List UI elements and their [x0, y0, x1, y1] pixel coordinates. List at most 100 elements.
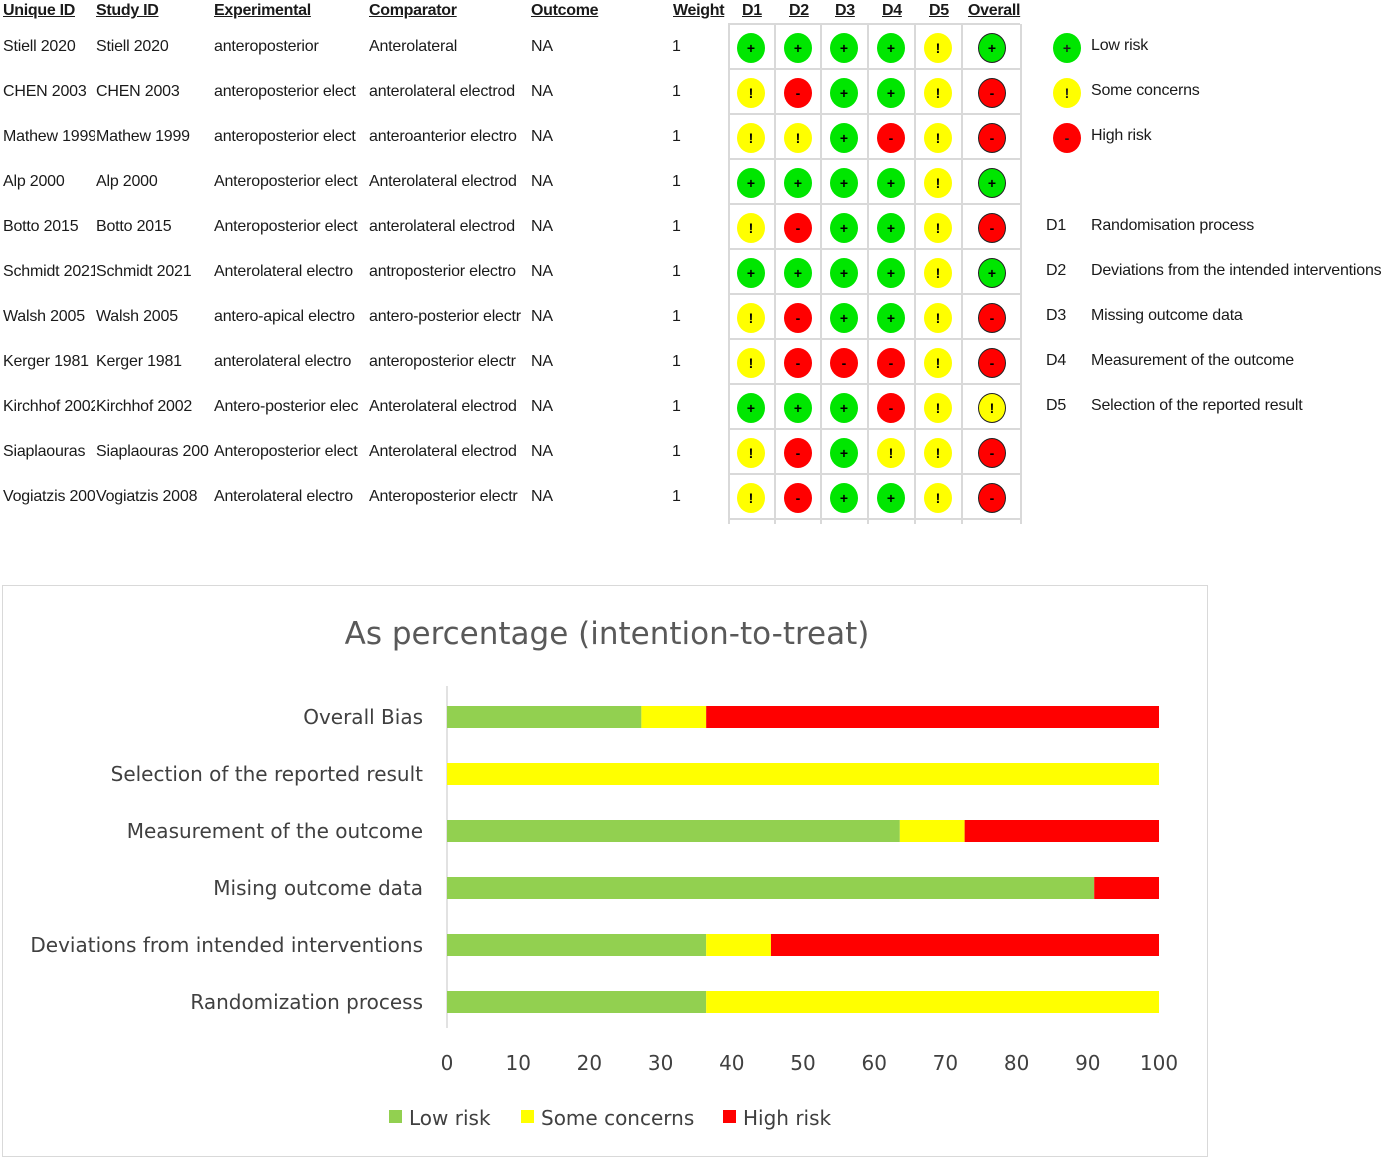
cell-unique-id: Alp 2000	[3, 173, 65, 190]
legend-domain-label: Measurement of the outcome	[1091, 352, 1294, 369]
risk-legend: + Low risk! Some concerns - High risk D1 Rando…	[1040, 0, 1400, 430]
legend-domain-label: Missing outcome data	[1091, 307, 1243, 324]
cell-comparator: Anterolateral electrod	[369, 443, 517, 460]
header-d2: D2	[789, 2, 809, 19]
cell-unique-id: Schmidt 2021	[3, 263, 95, 280]
cell-weight: 1	[672, 443, 681, 460]
cell-comparator: anterolateral electrod	[369, 83, 515, 100]
overall-high-icon: -	[978, 303, 1006, 333]
grid-vline	[867, 24, 869, 524]
cell-weight: 1	[672, 173, 681, 190]
d2-low-icon: +	[784, 258, 812, 288]
d1-low-icon: +	[737, 33, 765, 63]
legend-series-label: Low risk	[409, 1106, 491, 1130]
overall-high-icon: -	[978, 123, 1006, 153]
grid-vline	[1020, 24, 1022, 524]
x-tick-label: 100	[1140, 1051, 1178, 1075]
cell-comparator: antroposterior electro	[369, 263, 516, 280]
cell-outcome: NA	[531, 353, 553, 370]
grid-vline	[961, 24, 963, 524]
d4-some-icon: !	[877, 438, 905, 468]
legend-swatch	[723, 1110, 736, 1123]
d3-low-icon: +	[830, 78, 858, 108]
summary-bar-chart: As percentage (intention-to-treat) Overa…	[2, 585, 1208, 1157]
cell-weight: 1	[672, 353, 681, 370]
grid-vline	[728, 24, 730, 524]
d5-some-icon: !	[924, 258, 952, 288]
cell-weight: 1	[672, 128, 681, 145]
legend-domain-code: D1	[1046, 217, 1067, 234]
cell-comparator: anteroanterior electro	[369, 128, 517, 145]
bar-segment	[899, 820, 965, 842]
cell-experimental: Anterolateral electro	[214, 263, 353, 280]
d3-low-icon: +	[830, 123, 858, 153]
cell-experimental: anteroposterior elect	[214, 128, 356, 145]
cell-unique-id: Walsh 2005	[3, 308, 85, 325]
legend-domain-code: D3	[1046, 307, 1067, 324]
grid-hline	[728, 68, 1020, 70]
cell-weight: 1	[672, 38, 681, 55]
legend-low-icon: +	[1053, 33, 1081, 63]
category-label: Overall Bias	[303, 705, 423, 729]
x-tick-label: 10	[505, 1051, 530, 1075]
cell-experimental: Anteroposterior elect	[214, 443, 358, 460]
header-experimental: Experimental	[214, 2, 311, 19]
category-label: Measurement of the outcome	[127, 819, 423, 843]
d3-low-icon: +	[830, 438, 858, 468]
d5-some-icon: !	[924, 393, 952, 423]
legend-high-icon: -	[1053, 123, 1081, 153]
grid-vline	[820, 24, 822, 524]
legend-domain-label: Randomisation process	[1091, 217, 1254, 234]
cell-outcome: NA	[531, 38, 553, 55]
bar-segment	[1094, 877, 1159, 899]
cell-unique-id: Vogiatzis 200	[3, 488, 95, 505]
cell-weight: 1	[672, 218, 681, 235]
d4-low-icon: +	[877, 258, 905, 288]
cell-outcome: NA	[531, 173, 553, 190]
cell-study-id: Kerger 1981	[96, 353, 182, 370]
cell-study-id: Schmidt 2021	[96, 263, 192, 280]
d2-high-icon: -	[784, 78, 812, 108]
cell-experimental: anteroposterior elect	[214, 83, 356, 100]
d3-low-icon: +	[830, 483, 858, 513]
x-tick-label: 80	[1004, 1051, 1029, 1075]
overall-high-icon: -	[978, 348, 1006, 378]
d2-some-icon: !	[784, 123, 812, 153]
header-outcome: Outcome	[531, 2, 599, 19]
legend-domain-label: Selection of the reported result	[1091, 397, 1303, 414]
d4-low-icon: +	[877, 213, 905, 243]
cell-study-id: Walsh 2005	[96, 308, 178, 325]
d2-high-icon: -	[784, 483, 812, 513]
d1-low-icon: +	[737, 168, 765, 198]
grid-hline	[728, 293, 1020, 295]
grid-vline	[774, 24, 776, 524]
legend-domain-label: Deviations from the intended interventio…	[1091, 262, 1382, 279]
legend-some-label: Some concerns	[1091, 82, 1200, 99]
d2-high-icon: -	[784, 213, 812, 243]
category-label: Mising outcome data	[213, 876, 423, 900]
d5-some-icon: !	[924, 33, 952, 63]
bar-segment	[447, 934, 707, 956]
d4-low-icon: +	[877, 303, 905, 333]
d4-high-icon: -	[877, 393, 905, 423]
cell-experimental: Anteroposterior elect	[214, 173, 358, 190]
header-study-id: Study ID	[96, 2, 159, 19]
header-unique-id: Unique ID	[3, 2, 75, 19]
d2-high-icon: -	[784, 438, 812, 468]
legend-domain-code: D2	[1046, 262, 1067, 279]
d5-some-icon: !	[924, 168, 952, 198]
cell-study-id: Stiell 2020	[96, 38, 169, 55]
legend-some-icon: !	[1053, 78, 1081, 108]
header-d5: D5	[929, 2, 949, 19]
d1-some-icon: !	[737, 123, 765, 153]
grid-hline	[728, 428, 1020, 430]
cell-unique-id: Kirchhof 2002	[3, 398, 95, 415]
d5-some-icon: !	[924, 213, 952, 243]
bar-segment	[447, 877, 1095, 899]
cell-comparator: Anterolateral electrod	[369, 173, 517, 190]
d3-low-icon: +	[830, 258, 858, 288]
grid-hline	[728, 113, 1020, 115]
cell-comparator: antero-posterior electr	[369, 308, 521, 325]
chart-svg: As percentage (intention-to-treat) Overa…	[30, 616, 1178, 1130]
d2-low-icon: +	[784, 33, 812, 63]
